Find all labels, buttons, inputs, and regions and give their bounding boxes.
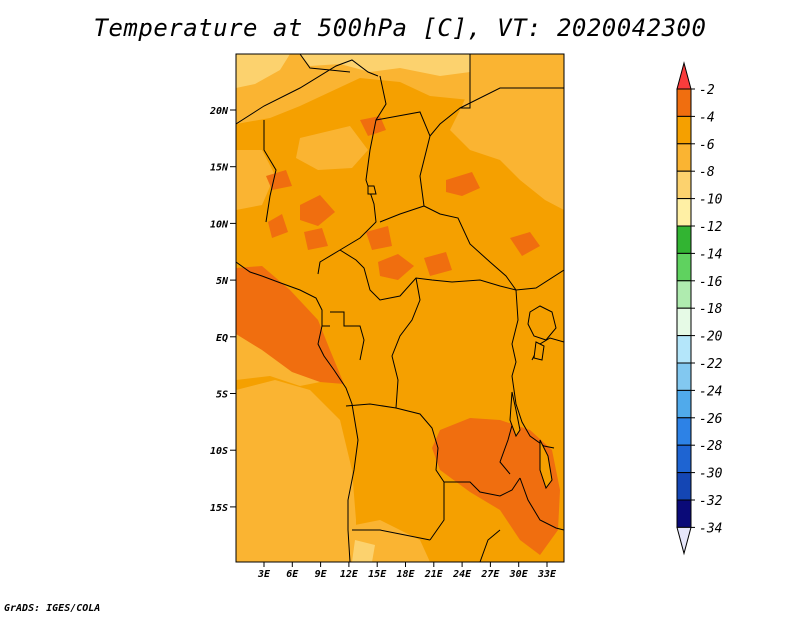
lat-tick-label: 15N [210,163,229,174]
colorbar-swatch [676,307,692,337]
colorbar-label: -28 [699,439,723,454]
colorbar-label: -30 [699,467,723,482]
lakes [367,185,557,490]
lon-tick-label: 27E [480,569,500,580]
lon-tick-label: 3E [257,569,271,580]
colorbar-label: -8 [699,165,715,180]
colorbar-swatch [676,444,692,474]
latitude-ticks: 20N 15N 10N 5N EQ 5S 10S 15S [209,106,236,514]
temperature-field [236,54,564,562]
colorbar-swatch [676,472,692,501]
colorbar-swatch [676,143,692,172]
colorbar-label: -18 [699,302,723,317]
colorbar-label: -12 [699,220,723,235]
colorbar-label: -20 [699,330,723,345]
colorbar-label: -2 [699,83,715,98]
country-borders [236,54,564,562]
colorbar-swatch [676,280,692,309]
lat-tick-label: 15S [210,503,228,514]
colorbar-top-triangle [676,61,692,90]
lat-tick-label: 20N [209,106,229,117]
colorbar-bottom-triangle [676,526,692,556]
lon-tick-label: 30E [509,569,529,580]
colorbar-swatch [676,389,692,419]
grads-credit: GrADS: IGES/COLA [4,603,101,614]
longitude-ticks: 3E 6E 9E 12E 15E 18E 21E 24E 27E 30E 33E [257,562,557,580]
colorbar-swatch [676,198,692,227]
colorbar: -2 -4 -6 -8 -10 -12 -14 -16 -18 -20 -22 -24 -26 -28 -3… [676,61,723,556]
lon-tick-label: 9E [315,569,328,580]
colorbar-label: -4 [699,110,715,125]
colorbar-swatch [676,335,692,364]
lon-tick-label: 33E [537,569,557,580]
colorbar-label: -14 [699,247,722,262]
lon-tick-label: 21E [424,569,444,580]
colorbar-swatch [676,225,692,254]
lon-tick-label: 18E [396,569,415,580]
map-frame [235,53,565,563]
lat-tick-label: 10S [210,446,228,457]
colorbar-label: -22 [699,357,723,372]
lon-tick-label: 12E [340,569,359,580]
colorbar-swatch [676,170,692,200]
lon-tick-label: 15E [368,569,387,580]
map-title: Temperature at 500hPa [C], VT: 202004230… [93,14,707,42]
lon-tick-label: 6E [286,569,299,580]
colorbar-swatch [676,252,692,282]
lat-tick-label: 5S [216,390,228,401]
colorbar-label: -34 [699,521,722,536]
colorbar-swatch [676,499,692,528]
colorbar-label: -6 [699,138,715,153]
colorbar-label: -16 [699,275,723,290]
colorbar-label: -26 [699,412,723,427]
lat-tick-label: EQ [216,333,228,344]
lat-tick-label: 10N [210,219,229,230]
colorbar-swatch [676,115,692,145]
colorbar-label: -32 [699,494,723,509]
colorbar-swatch [676,417,692,446]
colorbar-label: -10 [699,193,723,208]
lat-tick-label: 5N [216,276,229,287]
colorbar-label: -24 [699,384,722,399]
lon-tick-label: 24E [452,569,472,580]
colorbar-swatch [676,362,692,391]
colorbar-swatch [676,88,692,117]
